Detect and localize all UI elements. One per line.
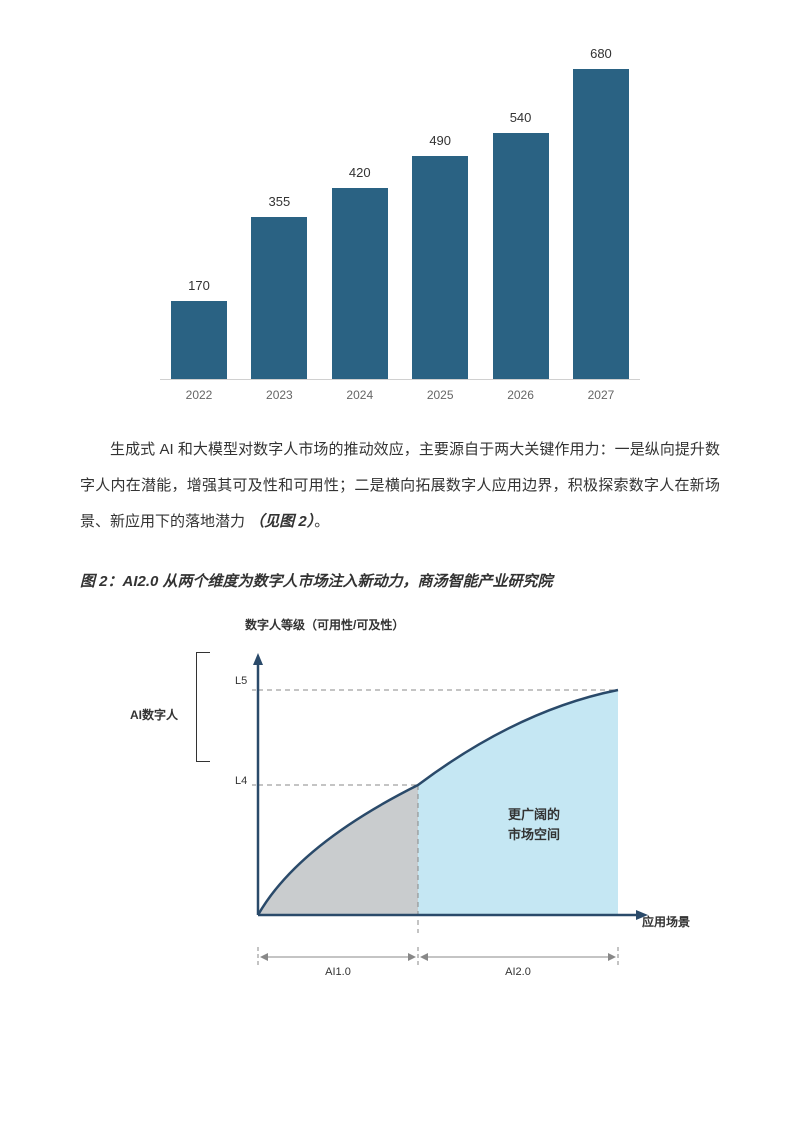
bar-x-label: 2023 [244,388,314,402]
figure2-region-line2: 市场空间 [508,827,560,842]
bar-column: 355 [244,194,314,379]
bar-x-label: 2027 [566,388,636,402]
bar-chart-xaxis: 2022 2023 2024 2025 2026 2027 [160,380,640,402]
figure2-yaxis-title: 数字人等级（可用性/可及性） [245,616,670,633]
bar-rect [573,69,629,379]
bar-value-label: 170 [188,278,210,293]
bar-x-label: 2022 [164,388,234,402]
bar-value-label: 490 [429,133,451,148]
svg-text:AI1.0: AI1.0 [325,966,351,978]
bar-value-label: 420 [349,165,371,180]
figure2-title: 图 2：AI2.0 从两个维度为数字人市场注入新动力，商汤智能产业研究院 [80,570,720,591]
bar-value-label: 540 [510,110,532,125]
page-root: 170355420490540680 202220232024202520262… [0,0,800,1025]
bar-column: 420 [325,165,395,379]
figure2-xaxis-title: 应用场景 [642,913,690,930]
figure2-tick-l4: L4 [235,775,247,787]
figure2-bracket [196,652,210,762]
bar-x-label: 2024 [325,388,395,402]
figure2-bottom-segments: AI1.0 AI2.0 [218,945,658,985]
figure2-tick-l5: L5 [235,675,247,687]
bar-column: 680 [566,46,636,379]
bar-rect [251,217,307,379]
figure2-plot-box: L5 L4 更广阔的 市场空间 应用场景 [218,645,670,945]
paragraph-ref: （见图 2） [249,513,314,530]
bar-rect [412,156,468,379]
svg-text:AI2.0: AI2.0 [505,966,531,978]
bar-chart: 170355420490540680 202220232024202520262… [160,40,640,402]
paragraph-text: 生成式 AI 和大模型对数字人市场的推动效应，主要源自于两大关键作用力：一是纵向… [80,441,720,530]
bar-x-label: 2025 [405,388,475,402]
bar-value-label: 355 [269,194,291,209]
bar-column: 170 [164,278,234,379]
bar-column: 490 [405,133,475,379]
bar-rect [493,133,549,379]
bar-rect [171,301,227,379]
figure2-left-group-label: AI数字人 [130,706,178,723]
figure2-region-label: 更广阔的 市场空间 [508,805,560,844]
bar-chart-plot: 170 355 420 490 540 680 [160,40,640,380]
figure2-svg [218,645,658,945]
figure2-region-line1: 更广阔的 [508,807,560,822]
bar-value-label: 680 [590,46,612,61]
bar-rect [332,188,388,379]
figure2-chart: 数字人等级（可用性/可及性） AI数字人 L5 L4 更广阔的 市场空间 应用场… [130,616,670,985]
bar-x-label: 2026 [486,388,556,402]
paragraph-tail: 。 [314,513,329,530]
body-paragraph: 生成式 AI 和大模型对数字人市场的推动效应，主要源自于两大关键作用力：一是纵向… [80,432,720,540]
bar-column: 540 [486,110,556,379]
